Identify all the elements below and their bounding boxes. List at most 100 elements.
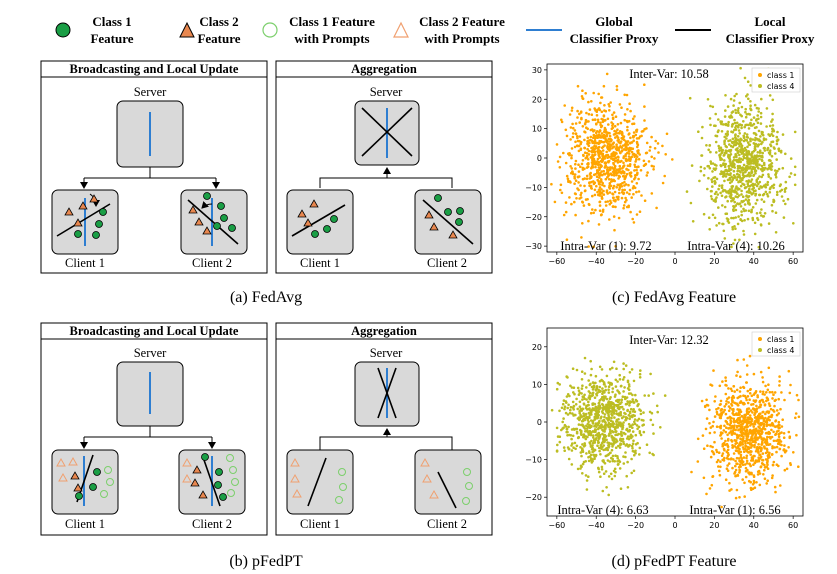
- scatter-point: [587, 379, 590, 382]
- scatter-point: [729, 406, 732, 410]
- scatter-point: [734, 468, 738, 472]
- scatter-point: [766, 195, 770, 198]
- scatter-point: [578, 121, 581, 124]
- scatter-point: [767, 151, 771, 154]
- scatter-point: [561, 402, 565, 406]
- scatter-point: [612, 184, 616, 188]
- scatter-point: [735, 462, 738, 466]
- scatter-point: [579, 451, 583, 454]
- scatter-point: [588, 203, 591, 207]
- scatter-point: [608, 105, 611, 108]
- scatter-point: [627, 414, 631, 417]
- scatter-point: [596, 134, 600, 137]
- scatter-point: [601, 157, 604, 160]
- scatter-point: [744, 115, 748, 119]
- scatter-point: [584, 416, 587, 420]
- scatter-point: [784, 180, 788, 184]
- scatter-point: [647, 394, 650, 397]
- scatter-point: [750, 154, 753, 157]
- scatter-point: [585, 398, 588, 401]
- scatter-point: [562, 213, 566, 217]
- scatter-point: [577, 423, 581, 426]
- scatter-point: [595, 114, 599, 117]
- scatter-point: [765, 424, 768, 428]
- scatter-point: [576, 136, 579, 140]
- scatter-point: [614, 446, 618, 450]
- scatter-point: [631, 217, 634, 221]
- scatter-point: [772, 439, 776, 443]
- scatter-point: [623, 172, 626, 175]
- scatter-point: [738, 496, 741, 499]
- scatter-point: [601, 208, 605, 212]
- scatter-point: [762, 400, 765, 404]
- scatter-point: [602, 84, 606, 88]
- scatter-point: [582, 418, 585, 421]
- aggregation-arrows: [319, 177, 453, 188]
- scatter-point: [708, 422, 711, 425]
- scatter-point: [627, 158, 631, 161]
- scatter-point: [570, 202, 573, 206]
- scatter-point: [770, 120, 773, 123]
- scatter-point: [723, 456, 726, 460]
- scatter-point: [623, 113, 627, 116]
- scatter-point: [733, 413, 736, 417]
- scatter-point: [572, 446, 575, 450]
- scatter-point: [736, 358, 739, 362]
- scatter-point: [612, 412, 616, 415]
- scatter-point: [762, 427, 765, 430]
- scatter-point: [611, 420, 614, 424]
- scatter-point: [737, 428, 740, 432]
- class1-prompt-icon: [262, 22, 278, 38]
- local-proxy: [422, 199, 474, 245]
- scatter-point: [744, 445, 748, 448]
- scatter-point: [745, 459, 749, 463]
- scatter-point: [599, 136, 602, 139]
- scatter-point: [577, 393, 581, 397]
- scatter-point: [577, 170, 581, 173]
- scatter-point: [755, 154, 758, 158]
- scatter-point: [745, 437, 748, 441]
- scatter-point: [576, 436, 580, 440]
- scatter-point: [627, 183, 630, 187]
- scatter-point: [563, 407, 566, 411]
- scatter-point: [589, 128, 593, 132]
- scatter-point: [642, 159, 646, 163]
- scatter-point: [582, 403, 586, 406]
- scatter-point: [587, 245, 590, 248]
- scatter-point: [747, 195, 751, 198]
- scatter-point: [570, 147, 574, 150]
- scatter-point: [563, 405, 567, 409]
- client2-label: Client 2: [192, 517, 232, 531]
- scatter-point: [774, 152, 777, 155]
- scatter-point: [629, 136, 632, 140]
- scatter-point: [765, 391, 768, 394]
- scatter-point: [775, 158, 778, 161]
- scatter-point: [759, 224, 763, 227]
- scatter-point: [614, 440, 618, 444]
- scatter-point: [619, 410, 622, 414]
- scatter-point: [628, 371, 632, 374]
- scatter-point: [727, 453, 730, 457]
- scatter-point: [729, 97, 733, 101]
- scatter-point: [624, 148, 628, 152]
- scatter-point: [620, 149, 624, 152]
- scatter-point: [727, 462, 731, 465]
- scatter-point: [609, 172, 613, 176]
- scatter-point: [712, 452, 716, 456]
- scatter-point: [711, 105, 715, 109]
- class1-points: [201, 453, 227, 501]
- scatter-point: [612, 360, 616, 364]
- scatter-point: [780, 443, 783, 447]
- scatter-point: [733, 121, 737, 125]
- scatter-point: [777, 397, 780, 401]
- scatter-point: [560, 428, 563, 432]
- scatter-point: [732, 162, 735, 165]
- scatter-point: [612, 196, 615, 200]
- scatter-point: [564, 201, 568, 204]
- scatter-point: [749, 161, 752, 164]
- scatter-point: [570, 449, 574, 452]
- y-tick-label: 0: [537, 154, 542, 163]
- scatter-point: [630, 471, 633, 475]
- scatter-point: [611, 454, 615, 458]
- scatter-point: [611, 402, 615, 405]
